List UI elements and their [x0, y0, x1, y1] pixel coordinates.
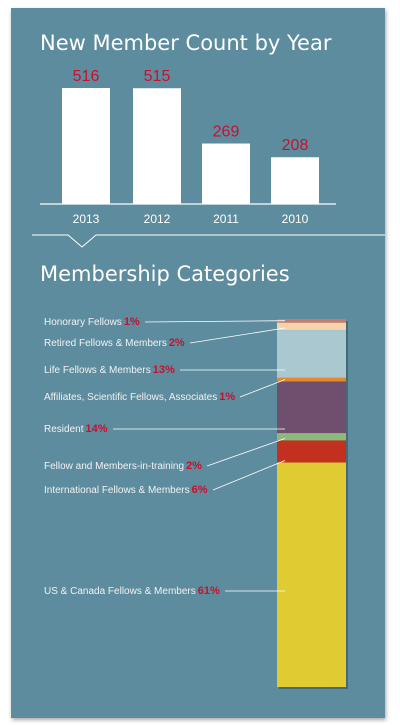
stack-segment-6 [277, 440, 346, 463]
category-name: Resident [44, 424, 84, 435]
stack-segment-5 [277, 433, 346, 441]
stack-segment-4 [277, 381, 346, 434]
category-percent: 1% [123, 316, 140, 328]
bar-chart-title: New Member Count by Year [40, 31, 332, 55]
category-percent: 2% [186, 460, 202, 472]
category-name: US & Canada Fellows & Members [44, 586, 196, 597]
stack-segment-2 [277, 330, 346, 378]
category-percent: 1% [219, 391, 236, 403]
category-label: Affiliates, Scientific Fellows, Associat… [44, 391, 235, 404]
bar-2010 [271, 157, 319, 204]
stack-segment-7 [277, 462, 346, 687]
x-tick-label: 2012 [144, 212, 171, 226]
category-label: Honorary Fellows 1% [44, 316, 140, 329]
bar-2011 [202, 143, 250, 204]
x-tick-label: 2013 [73, 212, 100, 226]
category-name: Honorary Fellows [44, 317, 122, 328]
category-label: Resident 14% [44, 423, 108, 436]
category-name: Fellow and Members-in-training [44, 461, 185, 472]
category-name: Retired Fellows & Members [44, 338, 167, 349]
category-percent: 61% [197, 585, 220, 597]
leader-line [239, 379, 286, 398]
category-label: Life Fellows & Members 13% [44, 364, 175, 377]
stack-segment-3 [277, 377, 346, 382]
stack-segment-1 [277, 322, 346, 331]
leader-line [206, 438, 286, 467]
category-name: Life Fellows & Members [44, 365, 151, 376]
stack-segment-0 [277, 319, 346, 323]
bar-value-label: 516 [73, 68, 100, 85]
category-label: US & Canada Fellows & Members 61% [44, 585, 220, 598]
category-label: Fellow and Members-in-training 2% [44, 460, 202, 473]
category-label: International Fellows & Members 6% [44, 484, 208, 497]
categories-chart-title: Membership Categories [40, 262, 290, 286]
category-label: Retired Fellows & Members 2% [44, 337, 185, 350]
section-divider [32, 234, 385, 248]
category-percent: 6% [191, 484, 208, 496]
bar-value-label: 269 [213, 124, 240, 141]
bar-value-label: 515 [144, 68, 171, 85]
leader-line [144, 320, 286, 323]
category-name: International Fellows & Members [44, 485, 190, 496]
x-tick-label: 2011 [213, 212, 239, 226]
leader-line [212, 460, 286, 491]
category-percent: 14% [85, 423, 108, 435]
x-tick-label: 2010 [282, 212, 309, 226]
category-percent: 13% [152, 364, 175, 376]
leader-line [189, 327, 286, 344]
category-percent: 2% [168, 337, 185, 349]
category-name: Affiliates, Scientific Fellows, Associat… [44, 392, 218, 403]
bar-2012 [133, 88, 181, 204]
bar-value-label: 208 [282, 137, 309, 154]
bar-2013 [62, 88, 110, 204]
